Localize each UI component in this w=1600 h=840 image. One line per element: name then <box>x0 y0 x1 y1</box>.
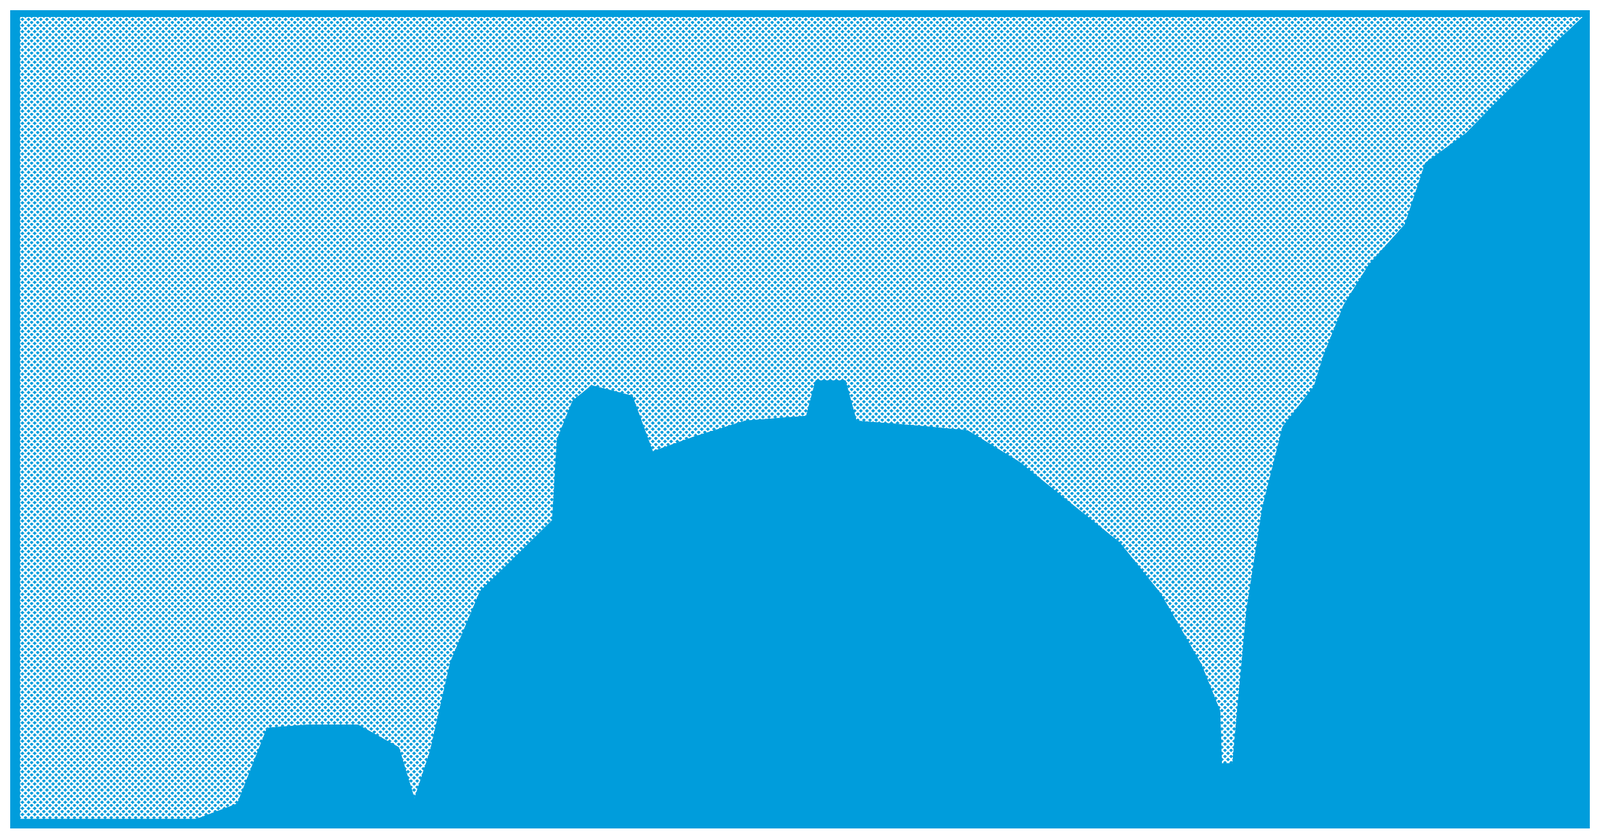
figure <box>0 0 1600 840</box>
marks <box>16 16 1584 823</box>
frame <box>13 13 1587 826</box>
plot-background <box>16 16 1584 823</box>
area <box>16 16 1584 823</box>
plot <box>13 13 1587 826</box>
